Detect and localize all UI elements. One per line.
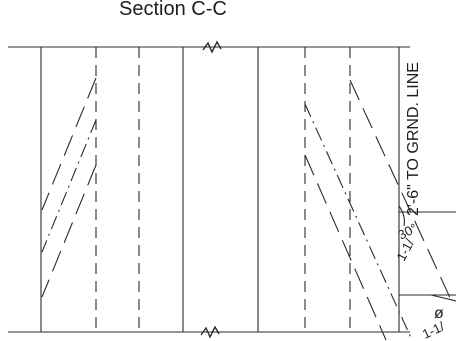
angle-arc bbox=[398, 205, 405, 227]
diagonal-hidden-line bbox=[41, 77, 97, 211]
bottom-break-symbol-icon bbox=[200, 325, 220, 339]
diagonal-centerline bbox=[304, 103, 413, 341]
diameter-symbol: ø bbox=[434, 305, 444, 322]
diagonal-hidden-line bbox=[304, 154, 387, 341]
diagonal-hidden-line bbox=[349, 79, 453, 303]
top-break-symbol-icon bbox=[202, 40, 222, 54]
ground-line-label: 2'-6" TO GRND. LINE bbox=[405, 62, 422, 216]
partial-dimension-label: 1-1/ bbox=[393, 236, 417, 263]
section-title: Section C-C bbox=[119, 0, 227, 20]
leader-line bbox=[430, 294, 456, 302]
diagonal-hidden-line bbox=[41, 164, 97, 298]
diagonal-centerline bbox=[41, 119, 97, 253]
